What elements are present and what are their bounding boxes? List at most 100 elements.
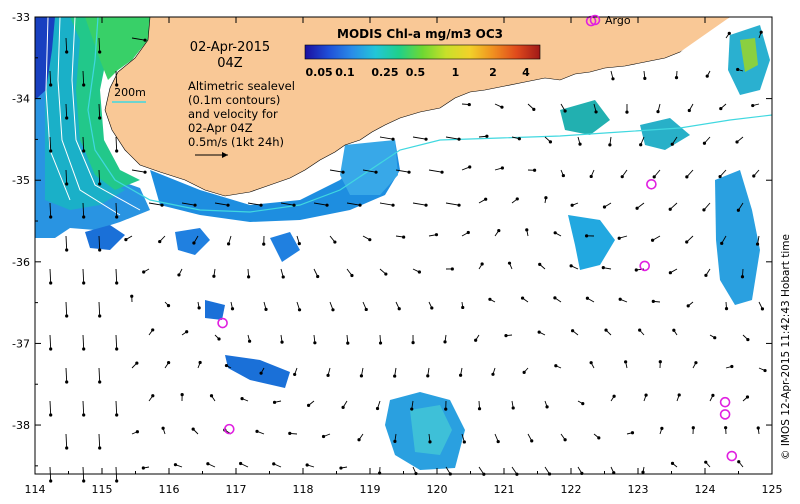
- velocity-arrow-head: [590, 361, 593, 364]
- velocity-arrow-head: [374, 171, 377, 174]
- velocity-arrow-head: [720, 242, 723, 245]
- velocity-arrow-head: [210, 394, 213, 397]
- velocity-arrow-head: [426, 374, 429, 377]
- velocity-arrow-head: [376, 407, 379, 410]
- velocity-arrow-head: [457, 138, 460, 141]
- velocity-arrow-head: [331, 308, 334, 311]
- velocity-arrow-head: [142, 270, 145, 273]
- velocity-arrow-head: [306, 463, 309, 466]
- velocity-arrow-head: [82, 347, 85, 350]
- lon-tick-label: 123: [628, 483, 649, 496]
- velocity-arrow-head: [65, 50, 68, 53]
- colorbar-title: MODIS Chl-a mg/m3 OC3: [337, 27, 503, 41]
- velocity-arrow-head: [685, 240, 688, 243]
- colorbar-tick-label: 0.1: [335, 66, 355, 79]
- description-line: and velocity for: [188, 107, 278, 121]
- velocity-arrow-head: [678, 393, 681, 396]
- colorbar-tick-label: 4: [522, 66, 530, 79]
- lon-tick-label: 114: [25, 483, 46, 496]
- velocity-arrow-head: [523, 371, 526, 374]
- velocity-arrow-head: [702, 208, 705, 211]
- velocity-arrow-head: [368, 238, 371, 241]
- velocity-arrow-head: [608, 143, 611, 146]
- velocity-arrow-head: [115, 479, 118, 482]
- velocity-arrow-head: [625, 111, 628, 114]
- velocity-arrow-head: [428, 440, 431, 443]
- velocity-arrow-head: [660, 427, 663, 430]
- velocity-arrow-head: [672, 329, 675, 332]
- velocity-arrow-head: [597, 436, 600, 439]
- velocity-arrow-head: [444, 407, 447, 410]
- velocity-arrow-head: [430, 306, 433, 309]
- velocity-arrow-head: [115, 413, 118, 416]
- velocity-arrow-head: [282, 275, 285, 278]
- velocity-arrow-head: [192, 241, 195, 244]
- velocity-arrow-head: [703, 142, 706, 145]
- velocity-arrow-head: [735, 140, 738, 143]
- velocity-arrow-head: [410, 407, 413, 410]
- lat-tick-label: -35: [12, 174, 30, 187]
- velocity-arrow-head: [554, 231, 557, 234]
- velocity-arrow-head: [82, 479, 85, 482]
- velocity-arrow-head: [65, 182, 68, 185]
- velocity-arrow-head: [240, 397, 243, 400]
- velocity-arrow-head: [239, 462, 242, 465]
- velocity-arrow-head: [391, 138, 394, 141]
- velocity-arrow-head: [358, 204, 361, 207]
- velocity-arrow-head: [468, 165, 471, 168]
- velocity-arrow-head: [65, 380, 68, 383]
- velocity-arrow-head: [504, 334, 507, 337]
- velocity-arrow-head: [590, 175, 593, 178]
- velocity-arrow-head: [393, 374, 396, 377]
- velocity-arrow-head: [694, 361, 697, 364]
- velocity-arrow-head: [611, 77, 614, 80]
- velocity-arrow-head: [199, 361, 202, 364]
- velocity-arrow-head: [135, 362, 138, 365]
- velocity-arrow-head: [98, 182, 101, 185]
- velocity-arrow-head: [751, 104, 754, 107]
- velocity-arrow-head: [402, 235, 405, 238]
- velocity-arrow-head: [49, 215, 52, 218]
- velocity-arrow-head: [333, 240, 336, 243]
- velocity-arrow-head: [669, 208, 672, 211]
- colorbar: [305, 45, 540, 59]
- velocity-arrow-head: [393, 440, 396, 443]
- velocity-arrow-head: [292, 204, 295, 207]
- velocity-arrow-head: [293, 373, 296, 376]
- description-line: Altimetric sealevel: [188, 79, 295, 93]
- velocity-arrow-head: [65, 116, 68, 119]
- velocity-arrow-head: [158, 240, 161, 243]
- velocity-arrow-head: [98, 314, 101, 317]
- velocity-arrow-head: [564, 109, 567, 112]
- velocity-arrow-head: [553, 296, 556, 299]
- colorbar-tick-label: 1: [452, 66, 460, 79]
- velocity-arrow-head: [652, 300, 655, 303]
- contour-legend-label: 200m: [114, 86, 146, 99]
- velocity-arrow-head: [468, 103, 471, 106]
- velocity-arrow-head: [273, 401, 276, 404]
- velocity-arrow-head: [259, 372, 262, 375]
- velocity-arrow-head: [346, 342, 349, 345]
- velocity-arrow-head: [98, 116, 101, 119]
- velocity-arrow-head: [736, 68, 739, 71]
- velocity-arrow-head: [451, 267, 454, 270]
- lon-tick-label: 118: [293, 483, 314, 496]
- velocity-arrow-head: [618, 237, 621, 240]
- velocity-arrow-head: [752, 174, 755, 177]
- velocity-arrow-head: [398, 307, 401, 310]
- velocity-arrow-head: [49, 347, 52, 350]
- velocity-arrow-head: [174, 463, 177, 466]
- velocity-arrow-head: [706, 75, 709, 78]
- velocity-arrow-head: [641, 471, 644, 474]
- lat-tick-label: -34: [12, 93, 30, 106]
- velocity-arrow-head: [516, 197, 519, 200]
- velocity-arrow-head: [741, 275, 744, 278]
- velocity-arrow-head: [98, 50, 101, 53]
- velocity-arrow-head: [115, 215, 118, 218]
- velocity-arrow-head: [685, 175, 688, 178]
- velocity-arrow-head: [49, 413, 52, 416]
- velocity-arrow-head: [49, 479, 52, 482]
- velocity-arrow-head: [177, 273, 180, 276]
- velocity-arrow-head: [746, 338, 749, 341]
